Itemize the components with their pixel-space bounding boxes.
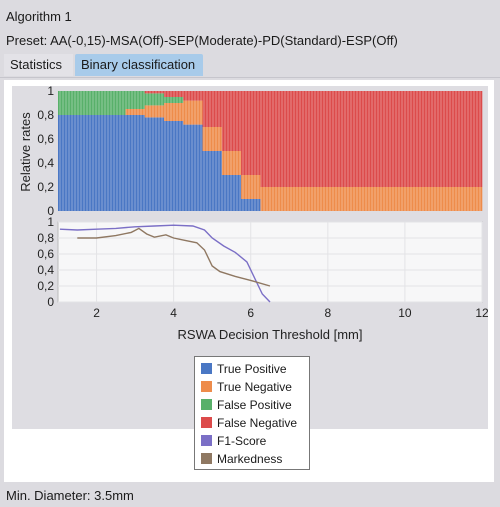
false-positive-swatch-icon (201, 399, 212, 410)
preset-label: Preset: AA(-0,15)-MSA(Off)-SEP(Moderate)… (6, 33, 398, 48)
bar-segment (183, 100, 203, 125)
legend-item-true-positive: True Positive (201, 361, 287, 377)
bar-segment (202, 91, 223, 127)
y-tick-label: 1 (47, 86, 54, 98)
chart-panel: 0 0,2 0,4 0,6 0,8 1 Relative rates 0 0,2 0,4 0,6… (4, 80, 494, 482)
line-plot-frame (57, 221, 483, 303)
bar-segment (125, 109, 146, 115)
y-tick-label: 0,2 (37, 279, 54, 293)
bar-segment (279, 91, 309, 187)
bar-segment (144, 105, 165, 118)
bar-segment (347, 187, 386, 211)
bar-segment (279, 187, 309, 211)
legend-item-markedness: Markedness (201, 451, 282, 467)
bar-segment (58, 91, 88, 115)
bar-segment (462, 187, 483, 211)
y-tick-label: 0,8 (37, 108, 54, 122)
bar-segment (164, 97, 184, 103)
bar-segment (462, 91, 483, 187)
chart-area: 0 0,2 0,4 0,6 0,8 1 Relative rates 0 0,2 0,4 0,6… (12, 84, 489, 429)
bar-segment (164, 121, 184, 211)
bar-segment (241, 199, 261, 211)
bar-segment (221, 91, 242, 151)
false-negative-swatch-icon (201, 417, 212, 428)
bar-segment (58, 115, 88, 211)
bar-segment (86, 115, 107, 211)
y-tick-label: 0,2 (37, 180, 54, 194)
legend-label: True Negative (217, 380, 292, 394)
top-y-axis: 0 0,2 0,4 0,6 0,8 1 (37, 84, 54, 218)
legend-label: False Negative (217, 416, 298, 430)
bar-segment (260, 91, 280, 187)
legend-item-true-negative: True Negative (201, 379, 292, 395)
legend-label: True Positive (217, 362, 287, 376)
y-tick-label: 0,6 (37, 132, 54, 146)
stacked-bars (58, 91, 483, 211)
markedness-line (77, 227, 271, 287)
bar-segment (86, 91, 107, 115)
y-tick-label: 0,8 (37, 231, 54, 245)
bar-segment (308, 91, 348, 187)
bar-segment (125, 115, 146, 211)
x-tick-label: 10 (398, 306, 412, 320)
x-tick-label: 6 (247, 306, 254, 320)
tab-bar: Statistics Binary classification (0, 54, 500, 78)
y-tick-label: 0,6 (37, 247, 54, 261)
true-negative-swatch-icon (201, 381, 212, 392)
bar-segment (241, 175, 261, 199)
bar-segment (106, 115, 126, 211)
bar-segment (144, 93, 165, 106)
bar-segment (221, 175, 242, 211)
x-tick-label: 12 (475, 306, 488, 320)
y-axis-label: Relative rates (18, 112, 33, 192)
bar-segment (241, 91, 261, 175)
chart-svg: 0 0,2 0,4 0,6 0,8 1 Relative rates 0 0,2 0,4 0,6… (18, 84, 489, 342)
legend-item-f1-score: F1-Score (201, 433, 266, 449)
bar-segment (260, 187, 280, 211)
bar-segment (385, 91, 425, 187)
bar-segment (144, 117, 165, 211)
tab-binary-classification[interactable]: Binary classification (75, 54, 203, 76)
f1-score-line (59, 224, 271, 303)
legend-label: F1-Score (217, 434, 267, 448)
bar-segment (164, 103, 184, 121)
x-tick-label: 2 (93, 306, 100, 320)
legend-label: Markedness (217, 452, 283, 466)
tab-statistics[interactable]: Statistics (4, 54, 73, 76)
y-tick-label: 0,4 (37, 156, 54, 170)
y-tick-label: 0,4 (37, 263, 54, 277)
markedness-swatch-icon (201, 453, 212, 464)
legend-label: False Positive (217, 398, 292, 412)
min-diameter-label: Min. Diameter: 3.5mm (6, 488, 134, 503)
bar-segment (106, 91, 126, 115)
y-tick-label: 1 (47, 215, 54, 229)
y-tick-label: 0 (47, 295, 54, 309)
true-positive-swatch-icon (201, 363, 212, 374)
x-tick-label: 8 (324, 306, 331, 320)
legend-item-false-positive: False Positive (201, 397, 292, 413)
x-axis: 2 4 6 8 10 12 (93, 306, 489, 320)
x-tick-label: 4 (170, 306, 177, 320)
bar-segment (308, 187, 348, 211)
bar-segment (385, 187, 425, 211)
bar-segment (424, 187, 464, 211)
window-title: Algorithm 1 (6, 9, 72, 24)
y-tick-label: 0 (47, 204, 54, 218)
bar-segment (164, 91, 184, 97)
bar-segment (202, 151, 223, 211)
bar-segment (202, 127, 223, 151)
bottom-y-axis: 0 0,2 0,4 0,6 0,8 1 (37, 215, 54, 309)
bar-segment (221, 151, 242, 175)
f1-score-swatch-icon (201, 435, 212, 446)
bar-segment (144, 91, 165, 94)
line-series (59, 224, 271, 303)
bar-segment (347, 91, 386, 187)
bar-segment (183, 91, 203, 101)
bar-segment (424, 91, 464, 187)
bar-segment (125, 91, 146, 109)
x-axis-label: RSWA Decision Threshold [mm] (178, 327, 363, 342)
chart-legend: True Positive True Negative False Positi… (194, 356, 310, 470)
legend-item-false-negative: False Negative (201, 415, 297, 431)
bar-segment (183, 124, 203, 211)
